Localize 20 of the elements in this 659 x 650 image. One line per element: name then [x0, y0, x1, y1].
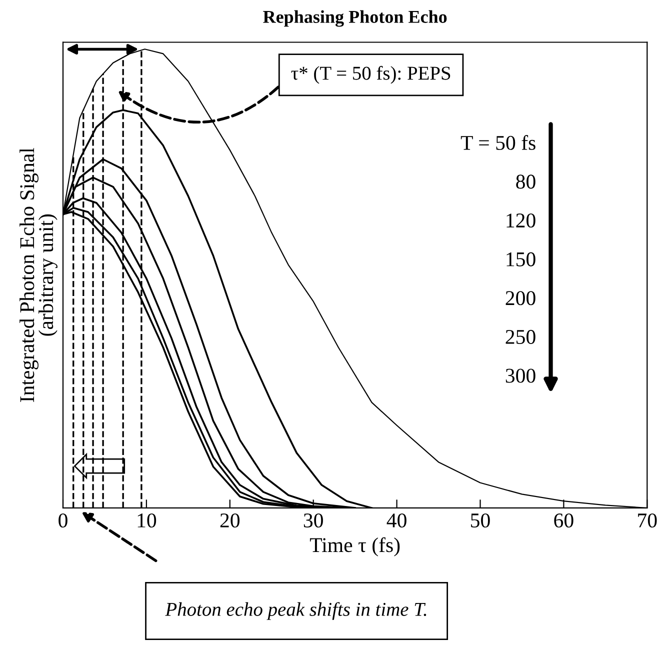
- x-axis-title: Time τ (fs): [310, 537, 400, 556]
- annotation: 120: [506, 213, 536, 228]
- annotation: 150: [506, 252, 536, 266]
- x-tick-label: 50: [471, 513, 490, 528]
- annotation: 80: [516, 174, 536, 189]
- annotation: 250: [506, 330, 536, 344]
- x-tick-label: 0: [58, 513, 68, 528]
- x-tick-label: 20: [220, 513, 240, 528]
- chart-title: Rephasing Photon Echo: [263, 10, 447, 27]
- x-tick-label: 60: [554, 513, 574, 528]
- annotation: T = 50 fs: [460, 135, 536, 150]
- y-axis-title: Integrated Photon Echo Signal (arbitrary unit): [20, 148, 58, 402]
- x-tick-label: 40: [386, 513, 406, 528]
- x-tick-label: 10: [138, 513, 156, 528]
- annotation: τ* (T = 50 fs): PEPS: [291, 66, 450, 84]
- x-tick-label: 30: [304, 513, 323, 528]
- x-tick-label: 70: [638, 513, 657, 528]
- text: Photon echo peak shifts in time T.: [165, 602, 426, 620]
- annotation: 300: [506, 368, 536, 383]
- annotation: 200: [506, 291, 536, 306]
